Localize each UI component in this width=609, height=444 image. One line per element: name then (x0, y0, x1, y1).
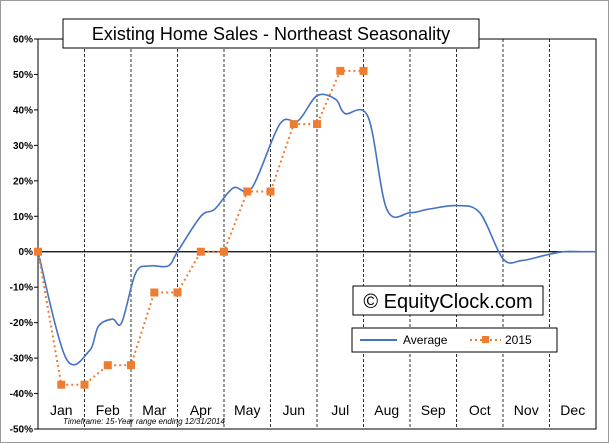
data-point-2015 (103, 361, 112, 370)
y-tick-label: 0% (19, 247, 34, 258)
series-line-average (37, 93, 596, 366)
legend-label-2015: 2015 (505, 333, 532, 347)
y-tick-label: 50% (13, 70, 33, 81)
x-tick-label: Nov (514, 402, 539, 418)
x-tick-label: May (234, 402, 260, 418)
legend: Average 2015 (351, 327, 558, 353)
watermark-box: © EquityClock.com (352, 285, 544, 316)
data-point-2015 (150, 288, 159, 297)
data-point-2015 (289, 120, 298, 129)
legend-marker-2015 (482, 336, 489, 343)
x-tick-label: Sep (421, 402, 446, 418)
x-tick-label: Jun (282, 402, 305, 418)
chart-title: Existing Home Sales - Northeast Seasonal… (92, 24, 450, 44)
x-axis: Jan Feb Mar Apr May Jun Jul Aug Sep Oct Nov Dec (50, 402, 585, 418)
x-tick-label: Jul (331, 402, 349, 418)
data-point-2015 (336, 66, 345, 75)
data-point-2015 (57, 380, 66, 389)
footnote: Timeframe: 15-Year range ending 12/31/20… (63, 417, 225, 426)
data-point-2015 (80, 380, 89, 389)
data-point-2015 (359, 66, 368, 75)
title-box: Existing Home Sales - Northeast Seasonal… (62, 18, 480, 49)
x-tick-label: Dec (560, 402, 585, 418)
y-tick-label: -50% (10, 425, 33, 436)
y-axis: -50% -40% -30% -20% -10% 0% 10% 20% 30% 40% 50% 60% (10, 35, 38, 436)
series-line-2015 (37, 69, 364, 386)
y-tick-label: 10% (13, 212, 33, 223)
data-point-2015 (313, 120, 321, 129)
data-point-2015 (243, 187, 252, 196)
data-point-2015 (127, 361, 135, 370)
series (34, 66, 596, 389)
data-point-2015 (266, 187, 275, 196)
x-tick-label: Feb (96, 402, 120, 418)
y-tick-label: 30% (13, 141, 33, 152)
x-tick-label: Oct (469, 402, 491, 418)
data-point-2015 (173, 288, 182, 297)
x-tick-label: Apr (190, 402, 212, 418)
data-point-2015 (34, 247, 42, 256)
y-tick-label: -40% (10, 389, 33, 400)
y-tick-label: -10% (10, 283, 33, 294)
watermark: © EquityClock.com (363, 291, 532, 313)
grid (84, 39, 550, 429)
y-tick-label: 60% (13, 35, 33, 46)
x-tick-label: Mar (142, 402, 166, 418)
data-point-2015 (196, 247, 205, 256)
y-tick-label: -30% (10, 354, 33, 365)
x-tick-label: Jan (50, 402, 73, 418)
data-point-2015 (220, 247, 228, 256)
y-tick-label: 40% (13, 105, 33, 116)
y-tick-label: 20% (13, 176, 33, 187)
y-tick-label: -20% (10, 318, 33, 329)
x-tick-label: Aug (374, 402, 399, 418)
legend-label-average: Average (403, 333, 448, 347)
